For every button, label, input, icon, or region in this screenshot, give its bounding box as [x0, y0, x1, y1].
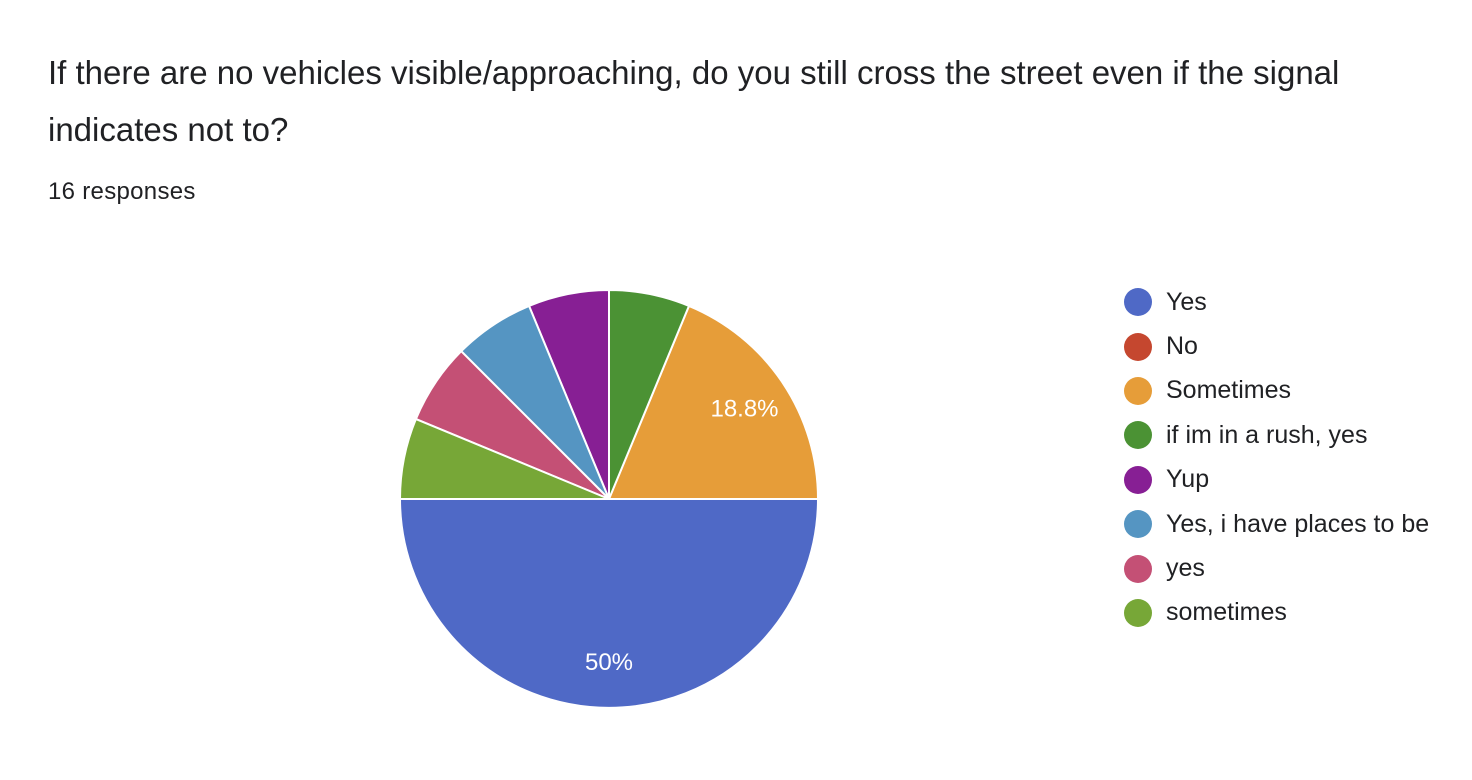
- legend-item[interactable]: if im in a rush, yes: [1124, 413, 1429, 457]
- legend-item[interactable]: sometimes: [1124, 591, 1429, 635]
- legend-swatch: [1124, 421, 1152, 450]
- pie-slice-0[interactable]: [399, 498, 819, 709]
- legend-swatch: [1124, 332, 1152, 361]
- legend-label: sometimes: [1166, 598, 1287, 627]
- response-count: 16 responses: [48, 178, 196, 205]
- legend-swatch: [1124, 510, 1152, 539]
- legend-item[interactable]: Yes, i have places to be: [1124, 502, 1429, 546]
- pie-slices: [399, 289, 819, 709]
- legend-item[interactable]: No: [1124, 324, 1429, 368]
- pie-data-label-0: 50%: [585, 649, 633, 676]
- legend-label: Sometimes: [1166, 376, 1292, 405]
- legend-item[interactable]: Yes: [1124, 280, 1429, 324]
- legend-swatch: [1124, 288, 1152, 317]
- legend-swatch: [1124, 554, 1152, 583]
- question-title: If there are no vehicles visible/approac…: [48, 54, 1340, 148]
- legend-swatch: [1124, 376, 1152, 405]
- legend-item[interactable]: Sometimes: [1124, 369, 1429, 413]
- legend-label: Yup: [1166, 465, 1210, 494]
- legend-swatch: [1124, 465, 1152, 494]
- legend-label: yes: [1166, 554, 1205, 583]
- pie-data-label-2: 18.8%: [710, 395, 778, 422]
- legend-item[interactable]: yes: [1124, 546, 1429, 590]
- legend-swatch: [1124, 598, 1152, 627]
- legend-label: Yes: [1166, 287, 1207, 316]
- legend-label: No: [1166, 332, 1198, 361]
- legend-label: if im in a rush, yes: [1166, 420, 1368, 449]
- pie-slice-2[interactable]: [608, 304, 819, 500]
- legend-item[interactable]: Yup: [1124, 458, 1429, 502]
- chart-legend: Yes No Sometimes if im in a rush, yes Yup Yes…: [1124, 280, 1429, 635]
- pie-data-labels: 50% 18.8%: [585, 395, 779, 676]
- pie-slice-7[interactable]: [399, 418, 610, 500]
- legend-label: Yes, i have places to be: [1166, 509, 1430, 538]
